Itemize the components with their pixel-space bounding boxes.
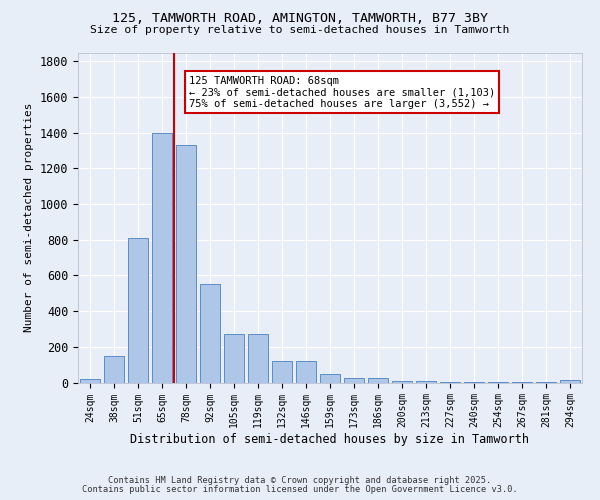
Bar	[368, 378, 388, 382]
Bar	[416, 381, 436, 382]
X-axis label: Distribution of semi-detached houses by size in Tamworth: Distribution of semi-detached houses by …	[131, 433, 530, 446]
Bar	[344, 378, 364, 382]
Bar	[248, 334, 268, 382]
Text: Size of property relative to semi-detached houses in Tamworth: Size of property relative to semi-detach…	[91, 25, 509, 35]
Bar	[104, 356, 124, 382]
Bar	[272, 361, 292, 382]
Bar	[80, 379, 100, 382]
Bar	[224, 334, 244, 382]
Bar	[560, 380, 580, 382]
Text: 125 TAMWORTH ROAD: 68sqm
← 23% of semi-detached houses are smaller (1,103)
75% o: 125 TAMWORTH ROAD: 68sqm ← 23% of semi-d…	[189, 76, 495, 109]
Bar	[200, 284, 220, 382]
Text: 125, TAMWORTH ROAD, AMINGTON, TAMWORTH, B77 3BY: 125, TAMWORTH ROAD, AMINGTON, TAMWORTH, …	[112, 12, 488, 26]
Text: Contains public sector information licensed under the Open Government Licence v3: Contains public sector information licen…	[82, 485, 518, 494]
Y-axis label: Number of semi-detached properties: Number of semi-detached properties	[24, 103, 34, 332]
Text: Contains HM Land Registry data © Crown copyright and database right 2025.: Contains HM Land Registry data © Crown c…	[109, 476, 491, 485]
Bar	[176, 146, 196, 382]
Bar	[128, 238, 148, 382]
Bar	[392, 381, 412, 382]
Bar	[152, 133, 172, 382]
Bar	[296, 361, 316, 382]
Bar	[320, 374, 340, 382]
